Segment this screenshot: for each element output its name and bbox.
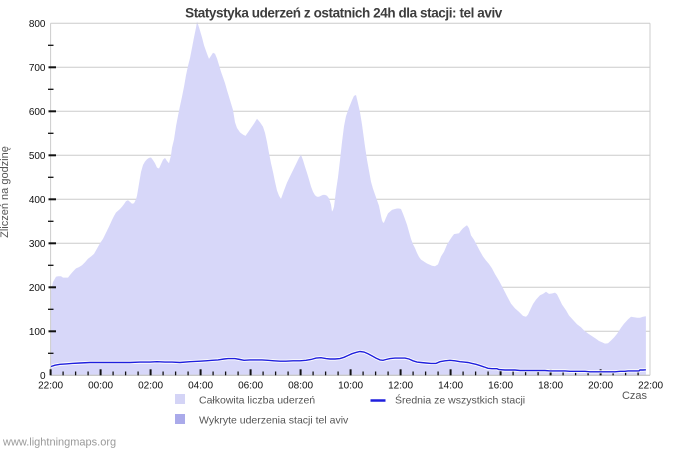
svg-text:Wykryte uderzenia stacji tel a: Wykryte uderzenia stacji tel aviv bbox=[199, 415, 349, 427]
svg-text:06:00: 06:00 bbox=[238, 380, 263, 391]
svg-text:16:00: 16:00 bbox=[488, 380, 513, 391]
svg-text:400: 400 bbox=[29, 195, 46, 206]
svg-text:22:00: 22:00 bbox=[38, 380, 63, 391]
svg-text:14:00: 14:00 bbox=[438, 380, 463, 391]
svg-text:600: 600 bbox=[29, 107, 46, 118]
svg-text:00:00: 00:00 bbox=[88, 380, 113, 391]
svg-text:800: 800 bbox=[29, 19, 46, 30]
svg-text:10:00: 10:00 bbox=[338, 380, 363, 391]
svg-text:100: 100 bbox=[29, 327, 46, 338]
svg-text:20:00: 20:00 bbox=[588, 380, 613, 391]
svg-text:18:00: 18:00 bbox=[538, 380, 563, 391]
svg-text:22:00: 22:00 bbox=[638, 380, 663, 391]
svg-text:12:00: 12:00 bbox=[388, 380, 413, 391]
svg-text:Zliczeń na godzinę: Zliczeń na godzinę bbox=[0, 146, 11, 238]
svg-text:500: 500 bbox=[29, 151, 46, 162]
svg-text:Całkowita liczba uderzeń: Całkowita liczba uderzeń bbox=[199, 395, 315, 407]
svg-text:www.lightningmaps.org: www.lightningmaps.org bbox=[2, 437, 116, 449]
svg-text:700: 700 bbox=[29, 63, 46, 74]
svg-text:Statystyka uderzeń z ostatnich: Statystyka uderzeń z ostatnich 24h dla s… bbox=[185, 6, 503, 21]
svg-text:Czas: Czas bbox=[622, 390, 648, 402]
svg-text:08:00: 08:00 bbox=[288, 380, 313, 391]
svg-text:200: 200 bbox=[29, 283, 46, 294]
svg-text:0: 0 bbox=[40, 371, 46, 382]
svg-text:Średnia ze wszystkich stacji: Średnia ze wszystkich stacji bbox=[395, 394, 525, 407]
svg-text:02:00: 02:00 bbox=[138, 380, 163, 391]
svg-text:300: 300 bbox=[29, 239, 46, 250]
svg-text:04:00: 04:00 bbox=[188, 380, 213, 391]
